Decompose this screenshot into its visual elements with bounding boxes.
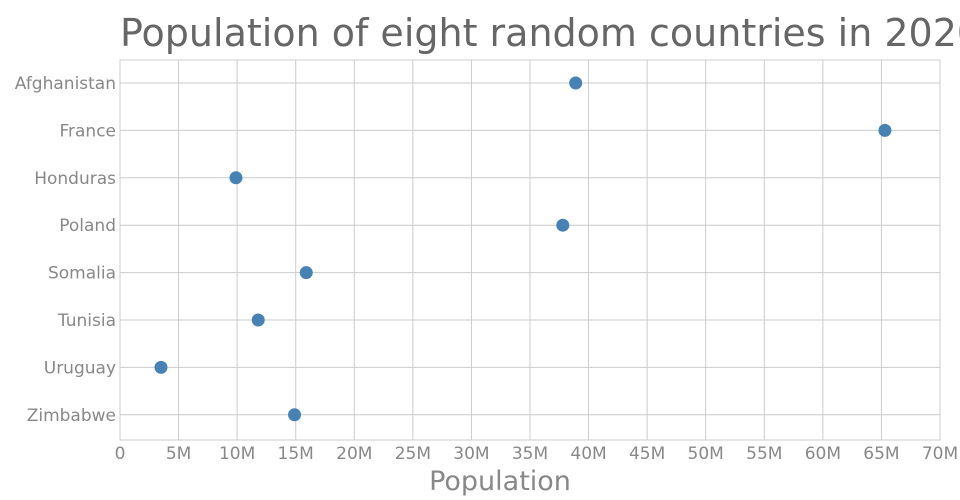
y-tick-label: Zimbabwe: [27, 406, 116, 426]
x-axis-title: Population: [429, 466, 571, 497]
x-tick-label: 60M: [805, 444, 841, 464]
y-tick-label: Afghanistan: [15, 74, 116, 94]
x-tick-label: 55M: [746, 444, 782, 464]
data-point: [251, 313, 265, 327]
x-tick-label: 50M: [688, 444, 724, 464]
x-tick-label: 20M: [336, 444, 372, 464]
x-tick-label: 25M: [395, 444, 431, 464]
y-tick-label: Uruguay: [44, 358, 116, 378]
y-tick-label: Somalia: [48, 264, 116, 284]
data-points: [154, 76, 892, 422]
x-tick-label: 35M: [512, 444, 548, 464]
data-point: [229, 171, 243, 185]
y-tick-label: France: [59, 121, 116, 141]
x-tick-label: 30M: [453, 444, 489, 464]
y-tick-label: Honduras: [34, 169, 116, 189]
grid-lines: [119, 60, 941, 440]
x-axis-labels: 0 5M 10M 15M 20M 25M 30M 35M 40M 45M 50M 55M 60M 65M 7…: [115, 444, 959, 464]
x-tick-label: 10M: [219, 444, 255, 464]
y-axis-labels: Afghanistan France Honduras Poland Somalia Tu…: [15, 74, 116, 426]
data-point: [154, 360, 168, 374]
x-tick-label: 15M: [278, 444, 314, 464]
x-tick-label: 40M: [570, 444, 606, 464]
y-tick-label: Tunisia: [57, 311, 116, 331]
x-tick-label: 45M: [629, 444, 665, 464]
y-tick-label: Poland: [59, 216, 116, 236]
data-point: [299, 266, 313, 280]
data-point: [878, 123, 892, 137]
chart-title: Population of eight random countries in …: [120, 11, 960, 55]
data-point: [556, 218, 570, 232]
x-tick-label: 5M: [166, 444, 191, 464]
data-point: [569, 76, 583, 90]
plot-area: [119, 59, 941, 441]
x-tick-label: 70M: [922, 444, 958, 464]
x-tick-label: 0: [115, 444, 126, 464]
x-tick-label: 65M: [863, 444, 899, 464]
data-point: [288, 408, 302, 422]
